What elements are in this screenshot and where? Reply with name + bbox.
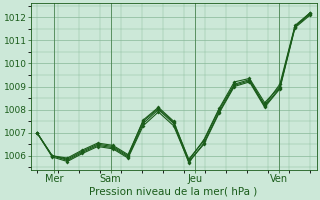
X-axis label: Pression niveau de la mer( hPa ): Pression niveau de la mer( hPa ) xyxy=(90,187,258,197)
